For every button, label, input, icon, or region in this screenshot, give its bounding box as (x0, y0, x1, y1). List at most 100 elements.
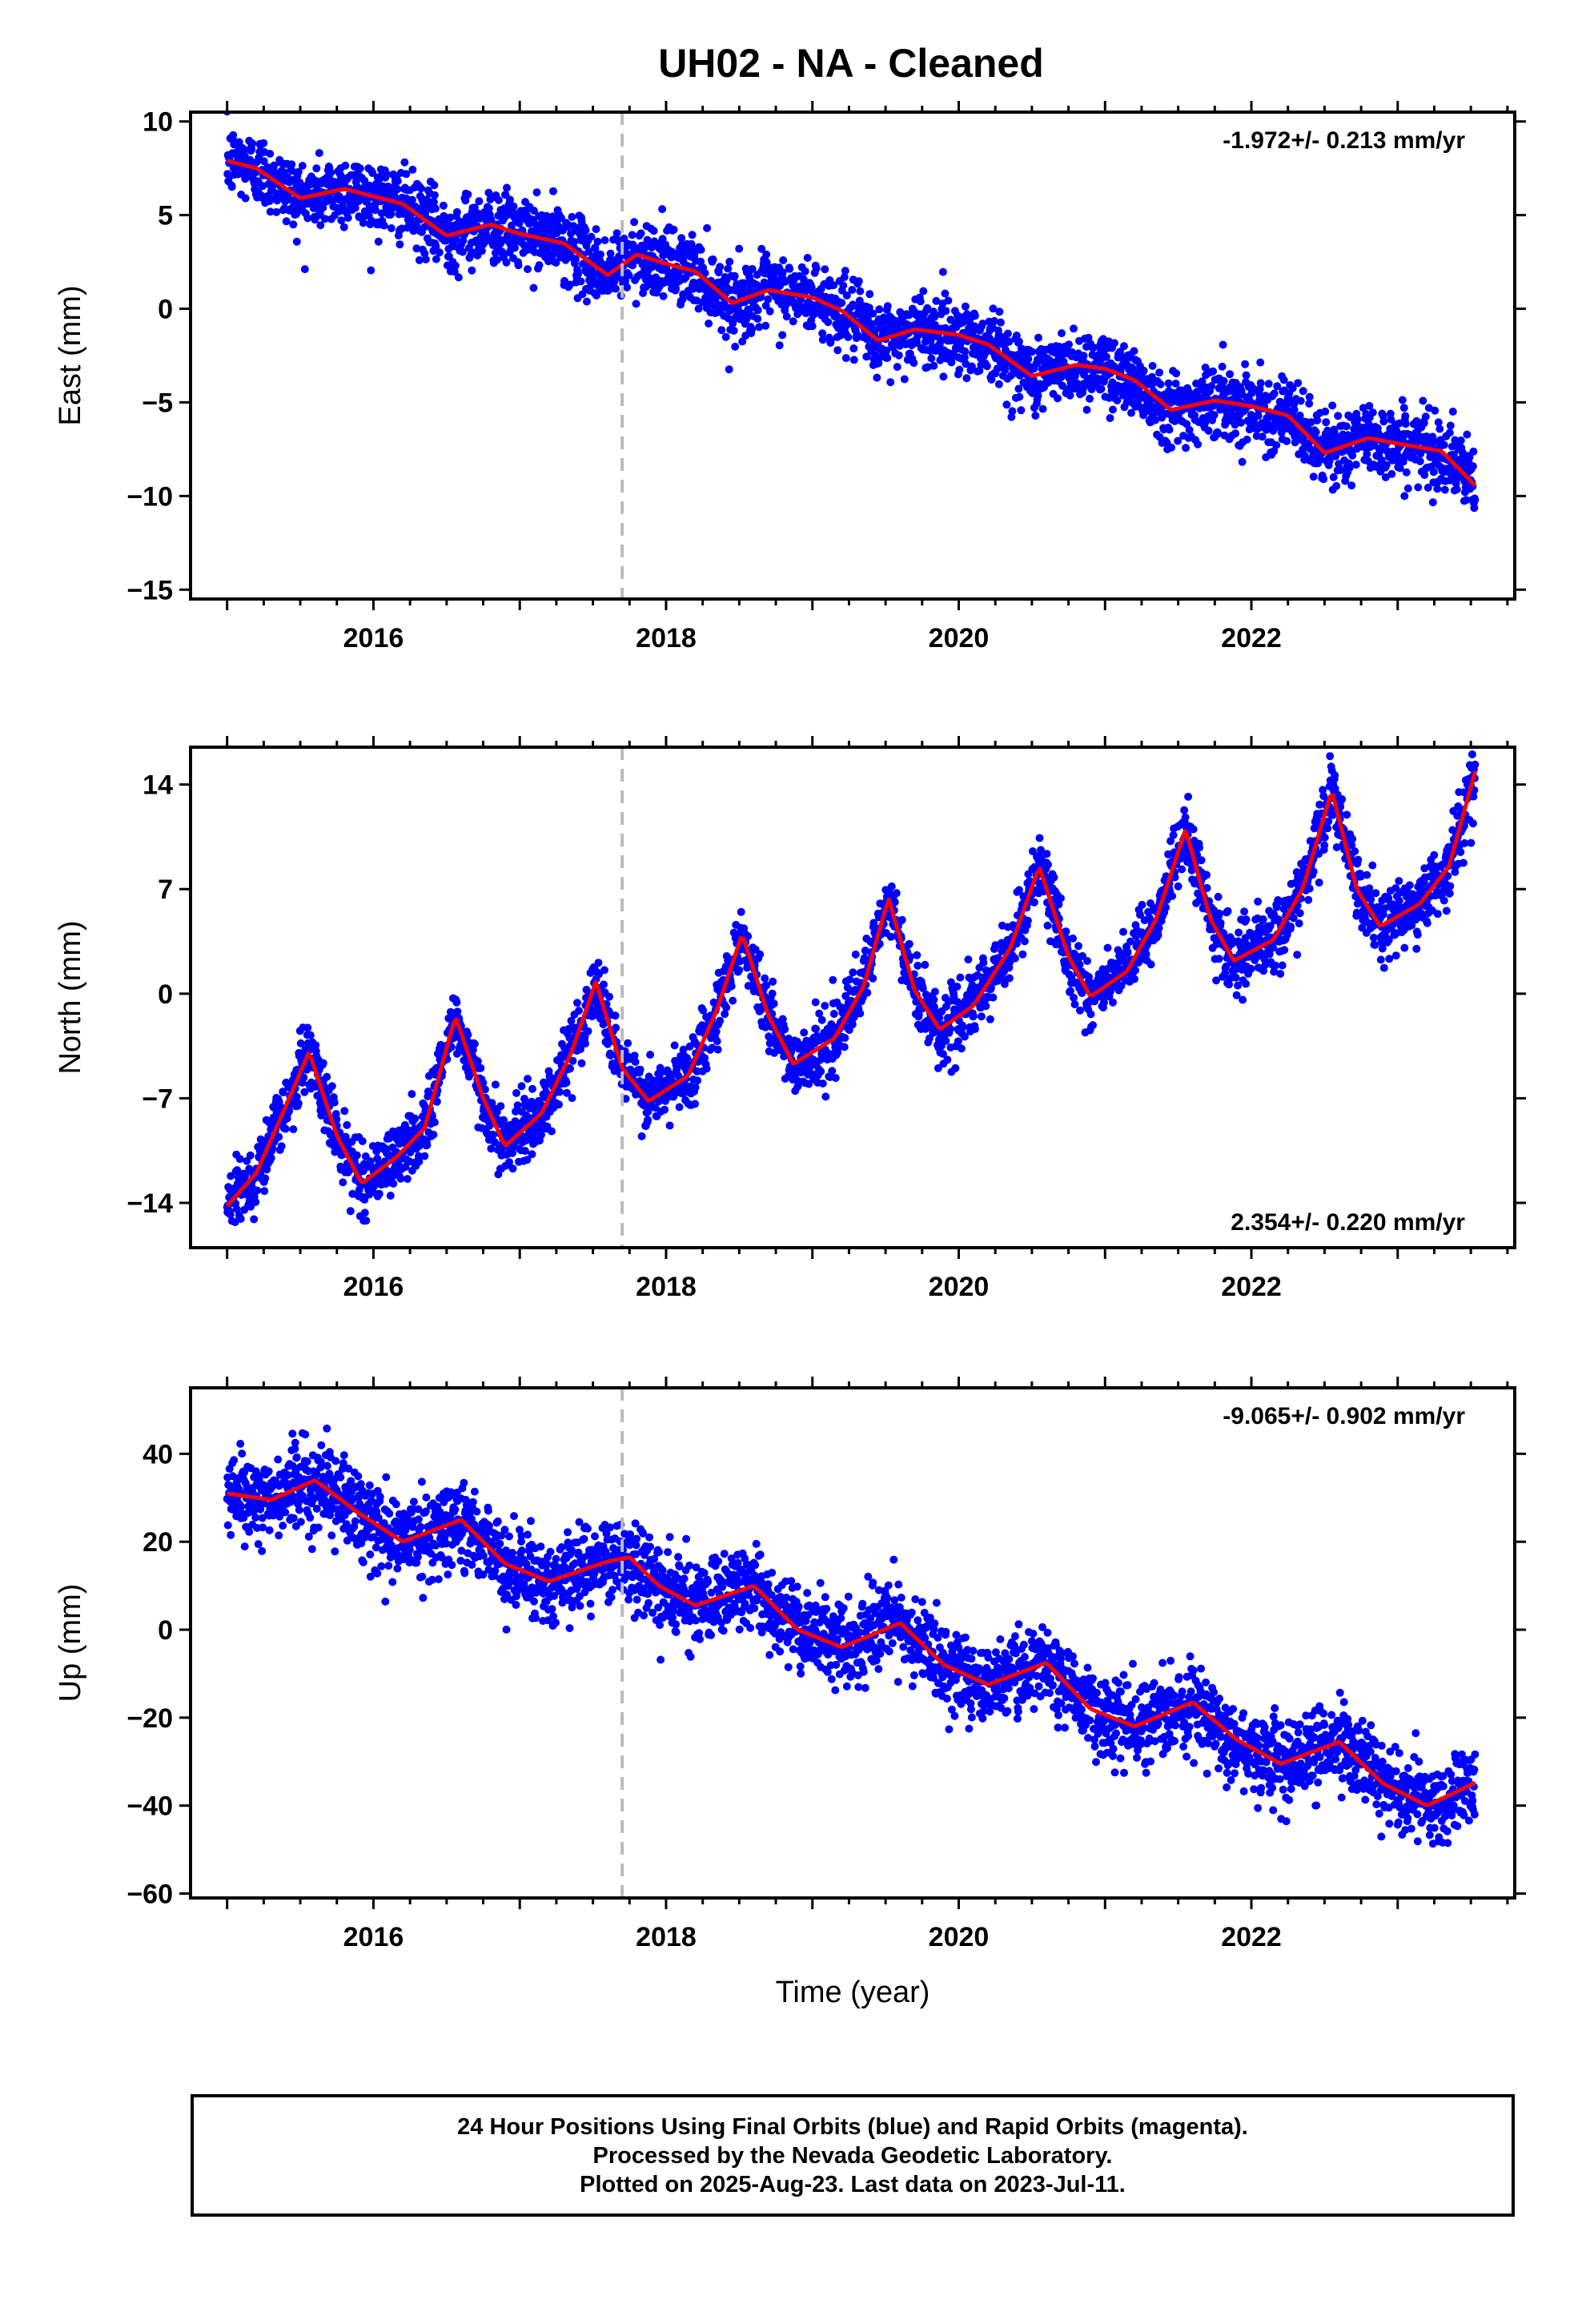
data-point (811, 998, 820, 1007)
data-point (246, 1151, 255, 1160)
data-point (1218, 362, 1227, 371)
data-point (1399, 404, 1408, 412)
data-point (1270, 389, 1279, 398)
data-point (528, 1150, 536, 1159)
data-point (311, 1041, 320, 1050)
data-point (1005, 337, 1014, 346)
data-point (865, 290, 874, 299)
data-point (360, 176, 369, 185)
data-point (431, 204, 440, 213)
data-point (1241, 360, 1250, 368)
data-point (568, 1056, 577, 1065)
data-point (1435, 424, 1444, 433)
data-point (643, 235, 652, 244)
data-point (1192, 379, 1201, 388)
data-point (1204, 426, 1213, 435)
data-point (930, 361, 938, 370)
data-point (451, 261, 460, 270)
data-point (229, 131, 238, 139)
data-point (1130, 347, 1138, 356)
data-point (1305, 400, 1314, 408)
data-point (464, 1031, 472, 1039)
data-point (235, 1155, 244, 1164)
data-point (1127, 408, 1135, 417)
data-point (1381, 473, 1390, 481)
data-point (396, 1174, 405, 1183)
data-point (1242, 371, 1251, 380)
data-point (484, 204, 493, 213)
data-point (1342, 422, 1351, 431)
data-point (549, 187, 557, 195)
data-point (735, 966, 744, 975)
data-point (459, 236, 468, 245)
data-point (287, 160, 296, 169)
data-point (1001, 366, 1010, 375)
data-point (942, 307, 950, 316)
data-point (491, 1080, 500, 1089)
data-point (396, 240, 404, 249)
data-point (1207, 382, 1216, 391)
data-point (1058, 329, 1066, 338)
data-point (725, 365, 733, 374)
data-point (996, 318, 1005, 327)
data-point (232, 1204, 241, 1213)
data-point (1419, 419, 1428, 428)
scatter-series (223, 750, 1480, 1227)
data-point (1319, 475, 1328, 484)
data-point (909, 359, 918, 368)
data-point (352, 1151, 361, 1160)
data-point (778, 331, 787, 340)
data-point (738, 337, 747, 346)
data-point (251, 1198, 260, 1206)
data-point (1347, 481, 1356, 490)
data-point (840, 273, 849, 281)
data-point (748, 264, 757, 273)
data-point (748, 325, 757, 334)
data-point (408, 165, 417, 174)
data-point (259, 139, 268, 147)
data-point (1401, 412, 1410, 420)
data-point (703, 223, 712, 232)
data-point (658, 205, 667, 214)
data-point (287, 167, 296, 175)
data-point (623, 283, 632, 292)
data-point (1423, 484, 1432, 492)
data-point (778, 268, 787, 276)
data-point (905, 939, 913, 948)
y-tick-label: −5 (142, 388, 173, 418)
data-point (1365, 401, 1374, 410)
data-point (540, 242, 548, 251)
data-point (514, 261, 523, 270)
data-point (874, 359, 883, 368)
data-point (279, 1088, 287, 1097)
data-point (630, 218, 639, 227)
data-point (1328, 401, 1337, 410)
data-point (272, 207, 281, 216)
data-point (387, 224, 396, 232)
data-point (841, 267, 849, 275)
data-point (636, 229, 645, 238)
data-point (355, 164, 364, 173)
data-point (435, 248, 444, 257)
data-point (990, 316, 998, 325)
data-point (1295, 412, 1304, 420)
data-point (227, 1172, 235, 1180)
data-point (573, 999, 581, 1007)
data-point (882, 346, 891, 355)
data-point (808, 322, 817, 331)
data-point (1448, 408, 1457, 416)
data-point (735, 244, 744, 253)
data-point (239, 146, 248, 155)
data-point (1054, 394, 1062, 403)
data-point (919, 315, 928, 324)
data-point (612, 284, 620, 293)
data-point (524, 265, 532, 274)
data-point (938, 267, 947, 276)
data-point (453, 1007, 462, 1016)
data-point (1231, 420, 1239, 429)
data-point (285, 1107, 294, 1116)
data-point (432, 255, 440, 263)
data-point (927, 354, 936, 363)
data-point (742, 315, 751, 324)
data-point (989, 304, 998, 313)
